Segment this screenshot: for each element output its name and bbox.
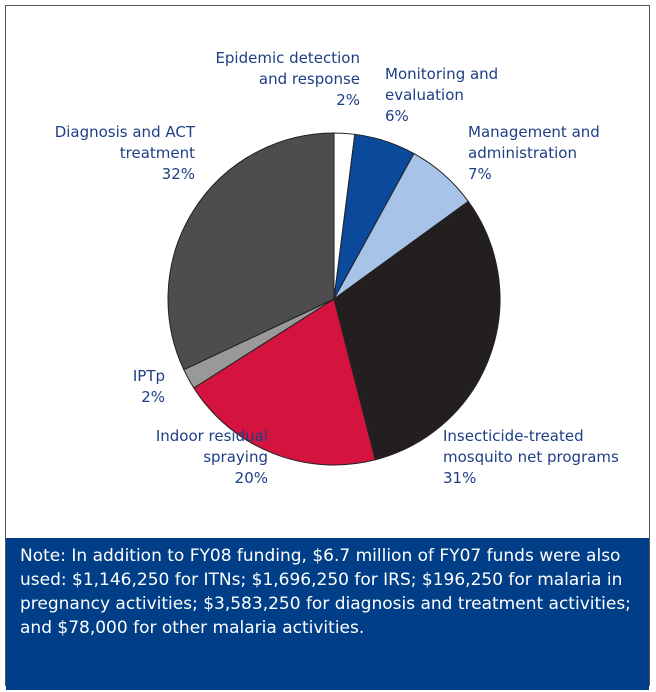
value-label: 6% — [385, 107, 409, 125]
category-label: Insecticide-treated mosquito net program… — [443, 427, 619, 466]
value-label: 7% — [468, 165, 492, 183]
value-label: 31% — [443, 469, 477, 487]
slice-label: IPTp 2% — [133, 366, 165, 408]
slice-label: Indoor residual spraying 20% — [156, 426, 268, 489]
slice-label: Monitoring and evaluation 6% — [385, 64, 498, 127]
slice-label: Epidemic detection and response 2% — [215, 48, 360, 111]
category-label: Epidemic detection and response — [215, 49, 360, 88]
category-label: Management and administration — [468, 123, 600, 162]
pie-slice — [333, 200, 501, 461]
note: Note: In addition to FY08 funding, $6.7 … — [6, 538, 649, 690]
category-label: Indoor residual spraying — [155, 427, 268, 466]
value-label: 32% — [161, 165, 195, 183]
slice-label: Diagnosis and ACT treatment 32% — [55, 122, 195, 185]
category-label: Diagnosis and ACT treatment — [54, 123, 195, 162]
slice-label: Insecticide-treated mosquito net program… — [443, 426, 619, 489]
pie-slice — [167, 132, 335, 371]
value-label: 2% — [336, 91, 360, 109]
pie-slice — [193, 298, 376, 466]
category-label: Monitoring and evaluation — [385, 65, 499, 104]
category-label: IPTp — [132, 367, 165, 385]
slice-label: Management and administration 7% — [468, 122, 600, 185]
value-label: 2% — [141, 388, 165, 406]
value-label: 20% — [234, 469, 268, 487]
chart — [167, 132, 501, 466]
